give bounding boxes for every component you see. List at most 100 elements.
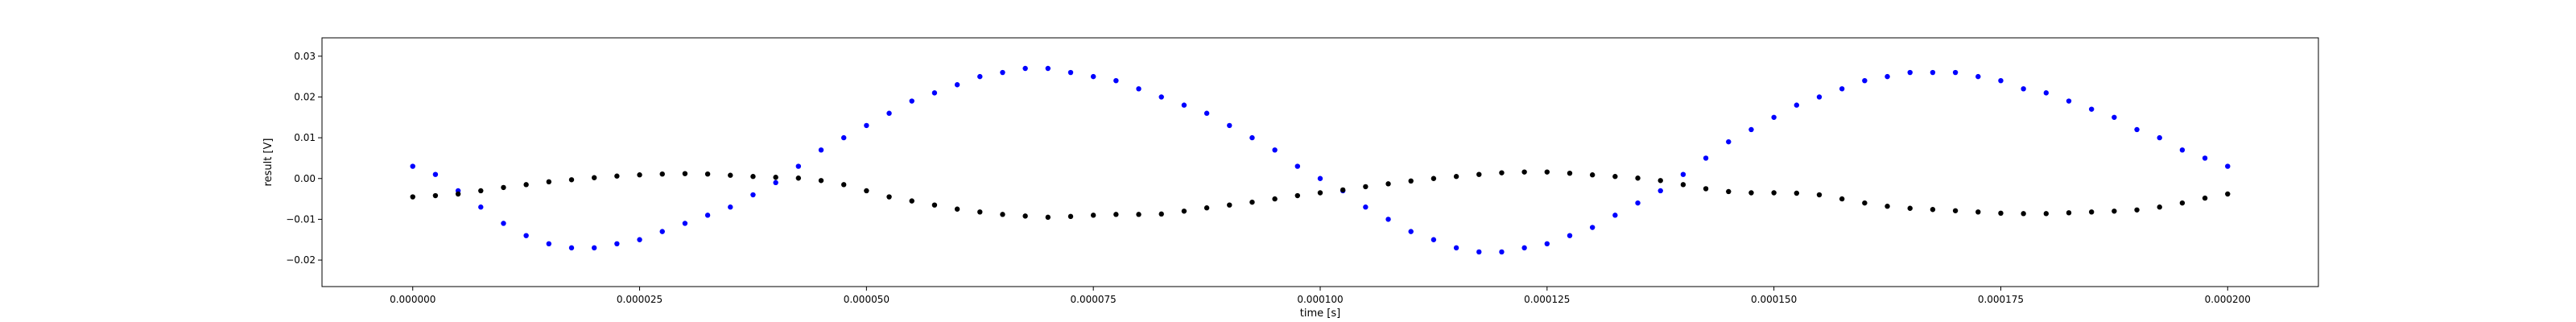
x-axis-label: time [s] (1300, 308, 1340, 320)
data-point (864, 122, 869, 129)
data-point (954, 82, 960, 88)
data-point (1000, 212, 1005, 217)
data-point (523, 233, 529, 238)
data-point (1294, 192, 1301, 199)
data-point (2202, 195, 2208, 201)
data-point (682, 221, 688, 226)
data-point (1771, 190, 1777, 196)
data-point (704, 171, 711, 177)
data-point (1430, 237, 1437, 242)
data-point (864, 188, 869, 194)
data-point (2134, 126, 2140, 133)
data-point (568, 245, 575, 251)
data-point (1657, 178, 1663, 184)
data-point (455, 191, 461, 197)
data-point (1453, 174, 1459, 180)
data-point (1067, 213, 1074, 220)
data-point (1930, 207, 1936, 213)
data-point (1045, 214, 1051, 221)
x-tick-label: 0.000150 (1751, 294, 1797, 305)
data-point (2043, 211, 2050, 217)
data-point (1067, 69, 1074, 76)
data-point (1363, 204, 1368, 210)
data-point (501, 221, 506, 226)
data-point (728, 172, 733, 178)
data-point (1839, 196, 1845, 202)
data-point (1181, 208, 1187, 214)
y-axis-label: result [V] (262, 138, 275, 187)
data-point (614, 241, 620, 247)
data-point (1249, 134, 1255, 141)
data-point (1703, 155, 1709, 161)
data-point (501, 184, 506, 191)
x-tick-label: 0.000100 (1297, 294, 1343, 305)
data-point (523, 182, 529, 188)
data-point (1181, 102, 1187, 108)
data-point (1680, 171, 1686, 177)
data-point (432, 192, 439, 199)
data-point (2112, 208, 2117, 214)
data-point (840, 182, 847, 188)
data-point (1567, 233, 1573, 238)
data-point (1499, 249, 1505, 255)
data-point (1952, 208, 1959, 213)
data-point (1680, 182, 1686, 188)
data-point (2021, 86, 2026, 92)
data-point (2134, 207, 2140, 213)
data-point (1227, 122, 1232, 129)
data-point (659, 229, 665, 234)
data-point (1521, 169, 1527, 175)
data-point (1363, 184, 1368, 190)
data-point (1794, 190, 1800, 196)
data-point (1022, 65, 1028, 72)
data-point (886, 194, 892, 200)
data-point (1045, 65, 1051, 72)
data-point (1657, 188, 1663, 194)
data-point (1816, 94, 1823, 100)
data-point (1408, 178, 1414, 184)
data-point (2021, 211, 2026, 217)
y-tick-label: 0.02 (294, 91, 316, 102)
data-point (750, 174, 756, 180)
data-point (2225, 163, 2231, 169)
y-tick-label: −0.02 (286, 254, 316, 266)
data-point (728, 204, 733, 210)
data-point (410, 194, 415, 200)
data-point (2157, 204, 2162, 210)
data-point (478, 188, 484, 194)
data-point (1203, 110, 1210, 116)
data-point (931, 202, 938, 208)
data-point (1430, 175, 1437, 181)
data-point (1635, 200, 1641, 206)
x-tick-label: 0.000075 (1071, 294, 1117, 305)
data-point (1136, 86, 1141, 92)
data-point (750, 192, 756, 198)
data-point (818, 178, 824, 184)
data-point (1794, 102, 1800, 108)
data-point (954, 206, 960, 212)
data-point (568, 177, 575, 183)
x-tick-label: 0.000050 (844, 294, 890, 305)
data-point (1385, 181, 1391, 187)
data-point (1998, 77, 2004, 84)
series-2 (410, 169, 2231, 221)
data-point (1227, 202, 1232, 208)
data-point (1249, 199, 1255, 205)
data-point (1408, 229, 1414, 234)
data-point (886, 110, 892, 116)
data-point (2179, 200, 2186, 206)
data-point (2112, 114, 2117, 120)
data-point (1158, 94, 1164, 100)
data-point (1544, 241, 1550, 247)
data-point (1090, 213, 1096, 218)
data-point (1748, 190, 1754, 196)
data-point (1885, 73, 1890, 80)
data-point (1726, 138, 1732, 145)
data-point (591, 175, 597, 180)
series-layer (410, 65, 2231, 255)
data-point (909, 198, 914, 204)
data-point (1862, 77, 1868, 84)
data-point (773, 180, 778, 186)
data-point (1703, 186, 1709, 192)
data-point (1998, 210, 2004, 217)
